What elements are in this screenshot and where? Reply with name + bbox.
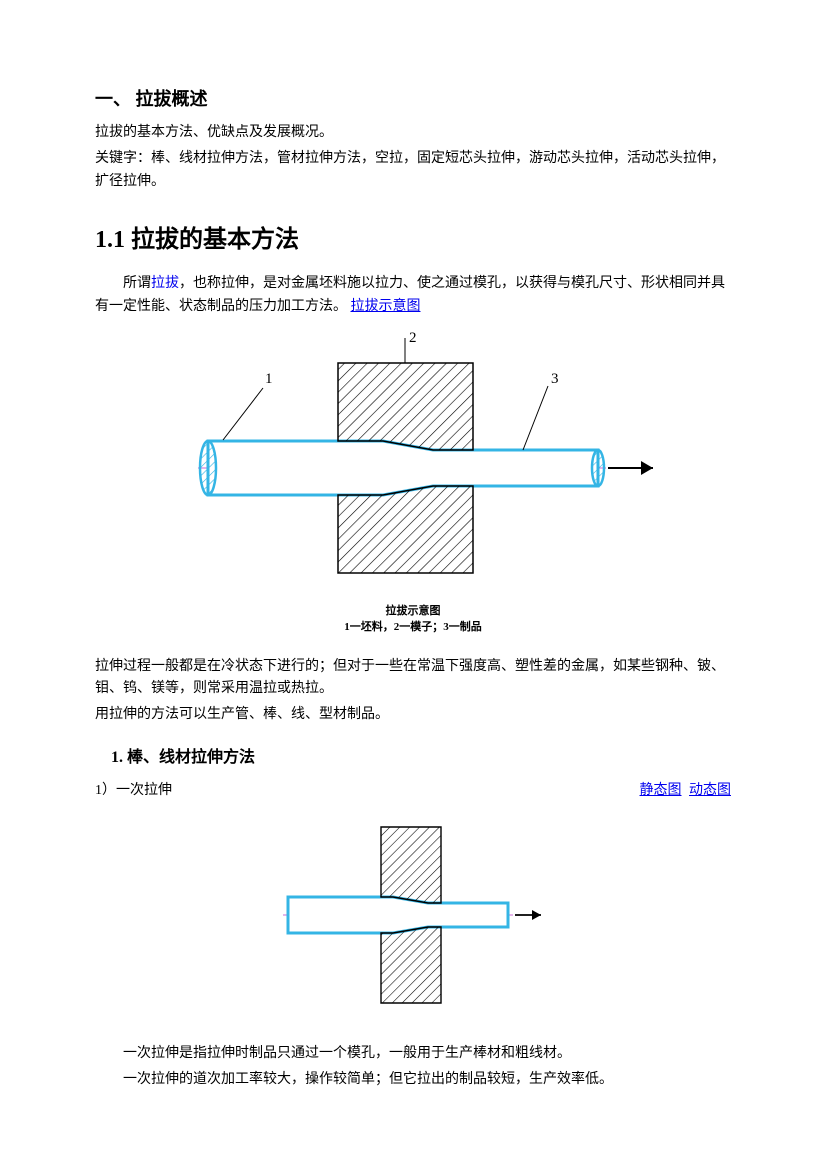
figure-1-caption-line1: 拉拔示意图 — [95, 603, 731, 620]
para-cold-drawing: 拉伸过程一般都是在冷状态下进行的；但对于一些在常温下强度高、塑性差的金属，如某些… — [95, 656, 731, 701]
figure-1-caption: 拉拔示意图 1一坯料，2一模子；3一制品 — [95, 603, 731, 636]
single-pass-svg — [263, 815, 563, 1015]
text-item-1-label: 1）一次拉伸 — [95, 780, 172, 802]
figure-1-label-2: 2 — [409, 330, 417, 346]
figure-1-label-1: 1 — [265, 371, 273, 387]
page-root: 一、 拉拔概述 拉拔的基本方法、优缺点及发展概况。 关键字：棒、线材拉伸方法，管… — [0, 0, 826, 1136]
link-animated-image[interactable]: 动态图 — [689, 783, 731, 798]
para-products: 用拉伸的方法可以生产管、棒、线、型材制品。 — [95, 704, 731, 726]
para-single-pass-1: 一次拉伸是指拉伸时制品只通过一个模孔，一般用于生产棒材和粗线材。 — [95, 1043, 731, 1065]
links-right: 静态图 动态图 — [636, 780, 732, 802]
figure-1-label-3: 3 — [551, 371, 559, 387]
figure-1-caption-line2: 1一坯料，2一模子；3一制品 — [95, 619, 731, 636]
heading-section-1-1: 1.1 拉拔的基本方法 — [95, 221, 731, 259]
link-drawing-diagram[interactable]: 拉拔示意图 — [351, 299, 421, 314]
row-item-1: 1）一次拉伸 静态图 动态图 — [95, 780, 731, 802]
link-static-image[interactable]: 静态图 — [640, 783, 682, 798]
para-single-pass-2: 一次拉伸的道次加工率较大，操作较简单；但它拉出的制品较短，生产效率低。 — [95, 1069, 731, 1091]
figure-2 — [95, 815, 731, 1023]
para-basic-method: 所谓拉拔，也称拉伸，是对金属坯料施以拉力、使之通过模孔，以获得与模孔尺寸、形状相… — [95, 273, 731, 318]
text-overview-1: 拉拔的基本方法、优缺点及发展概况。 — [95, 122, 731, 144]
heading-sub-1: 1. 棒、线材拉伸方法 — [95, 745, 731, 771]
heading-section-1: 一、 拉拔概述 — [95, 85, 731, 114]
drawing-schematic-svg: 1 2 3 — [153, 328, 673, 588]
text-pre: 所谓 — [123, 276, 151, 291]
link-term-drawing[interactable]: 拉拔 — [151, 276, 179, 291]
text-overview-2: 关键字：棒、线材拉伸方法，管材拉伸方法，空拉，固定短芯头拉伸，游动芯头拉伸，活动… — [95, 148, 731, 193]
figure-1: 1 2 3 拉拔示意图 1一坯料，2一模子；3一制品 — [95, 328, 731, 635]
